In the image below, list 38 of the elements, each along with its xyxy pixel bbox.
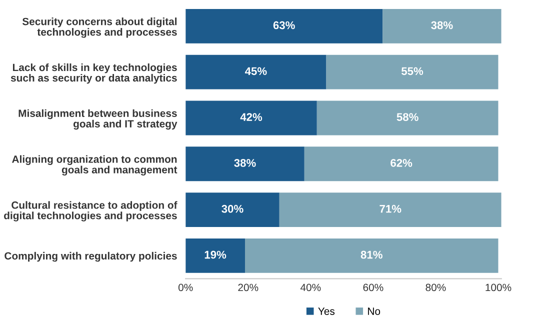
y-tick-label: Misalignment between business goals and IT strategy [18,109,178,130]
bar [186,238,245,273]
data-label: 42% [240,113,262,121]
data-label: 38% [234,159,256,167]
bar [186,8,383,44]
bar [326,54,498,90]
bar [186,192,280,228]
x-tick-label: 0% [178,284,193,292]
data-label: 81% [360,250,382,259]
y-tick-label: Complying with regulatory policies [4,252,177,262]
data-label: 63% [273,21,295,30]
y-tick-label: Lack of skills in key technologies such as security or data analytics [10,63,177,84]
x-tick-label: 60% [363,284,384,292]
data-label: 71% [380,204,402,213]
y-tick-label: Cultural resistance to adoption of digital technologies and processes [4,201,178,222]
data-label: 30% [222,204,244,213]
bar [186,146,304,182]
y-tick-label: Aligning organization to common goals and management [12,155,178,176]
bar [382,8,502,44]
data-label: 58% [396,113,418,121]
data-label: 55% [401,67,424,76]
bar [186,100,317,136]
bar [279,192,502,228]
bar [186,54,326,90]
legend-label: No [368,308,380,315]
x-tick-label: 80% [426,284,446,292]
data-label: 45% [244,67,267,76]
bar [244,238,498,273]
x-tick-label: 40% [300,284,321,292]
legend-label: Yes [318,308,335,315]
data-label: 19% [204,250,226,259]
y-tick-label: Security concerns about digital technologies and processes [22,18,177,38]
data-label: 62% [390,159,412,167]
x-tick-label: 20% [238,284,258,292]
bar [304,146,498,182]
bar [316,100,498,136]
data-label: 38% [431,21,453,30]
x-tick-label: 100% [486,284,512,292]
